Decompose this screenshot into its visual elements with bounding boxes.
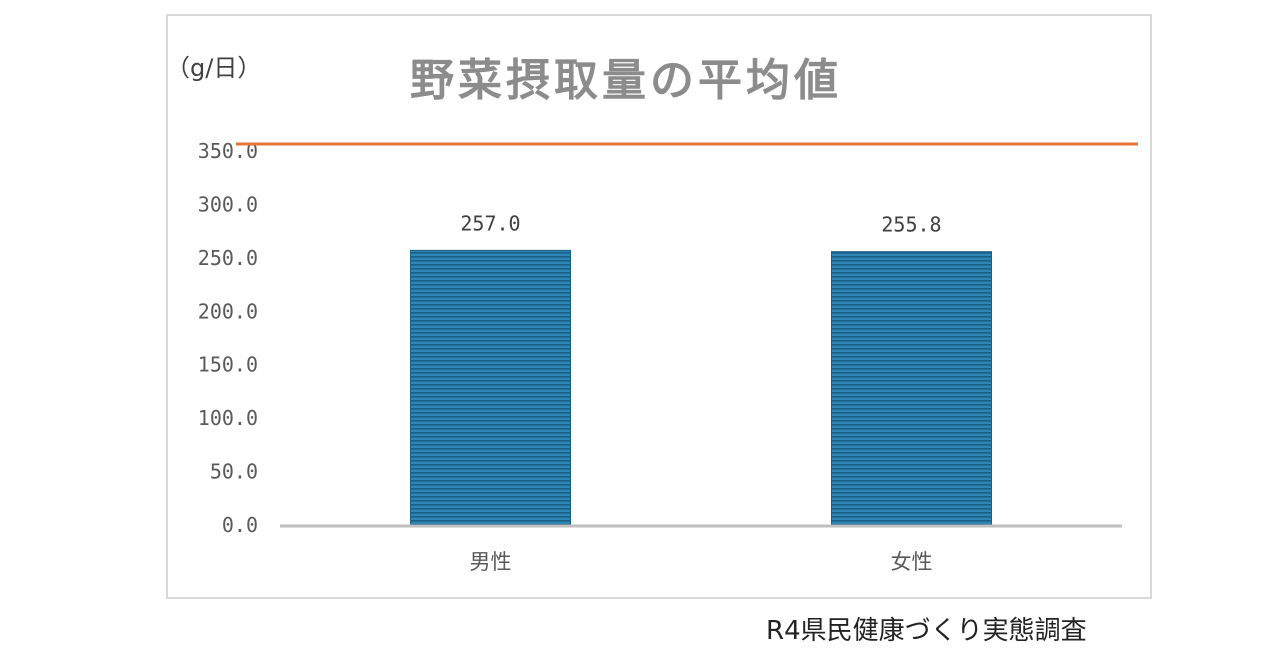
y-tick-label: 50.0 [210, 460, 258, 484]
x-axis-labels: 男性 女性 [470, 550, 933, 574]
chart-title: 野菜摂取量の平均値 [410, 55, 842, 106]
data-label: 255.8 [881, 213, 941, 237]
y-tick-label: 300.0 [198, 192, 258, 216]
data-label: 257.0 [460, 211, 520, 235]
source-note: R4県民健康づくり実態調査 [766, 616, 1087, 646]
x-tick-label: 女性 [891, 550, 933, 574]
bar [410, 249, 571, 526]
bars [410, 249, 992, 526]
y-tick-label: 250.0 [198, 246, 258, 270]
y-tick-label: 200.0 [198, 299, 258, 323]
bar [831, 251, 992, 526]
y-tick-label: 150.0 [198, 353, 258, 377]
y-axis-unit-label: （g/日） [166, 54, 262, 82]
x-tick-label: 男性 [470, 550, 512, 574]
data-labels: 257.0 255.8 [460, 211, 941, 236]
y-tick-label: 0.0 [222, 513, 258, 537]
y-tick-label: 100.0 [198, 406, 258, 430]
